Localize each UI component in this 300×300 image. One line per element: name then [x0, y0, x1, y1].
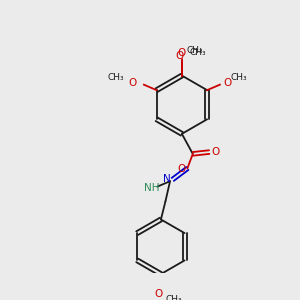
Text: CH₃: CH₃	[189, 48, 206, 57]
Text: O: O	[178, 164, 186, 174]
Text: O: O	[154, 289, 162, 299]
Text: NH: NH	[144, 184, 160, 194]
Text: CH₃: CH₃	[107, 73, 124, 82]
Text: N: N	[163, 174, 170, 184]
Text: O: O	[128, 78, 136, 88]
Text: CH₃: CH₃	[231, 73, 248, 82]
Text: CH₃: CH₃	[166, 295, 182, 300]
Text: O: O	[178, 48, 186, 58]
Text: O: O	[224, 78, 232, 88]
Text: O: O	[211, 147, 219, 157]
Text: O: O	[175, 50, 183, 61]
Text: CH₃: CH₃	[186, 46, 203, 55]
